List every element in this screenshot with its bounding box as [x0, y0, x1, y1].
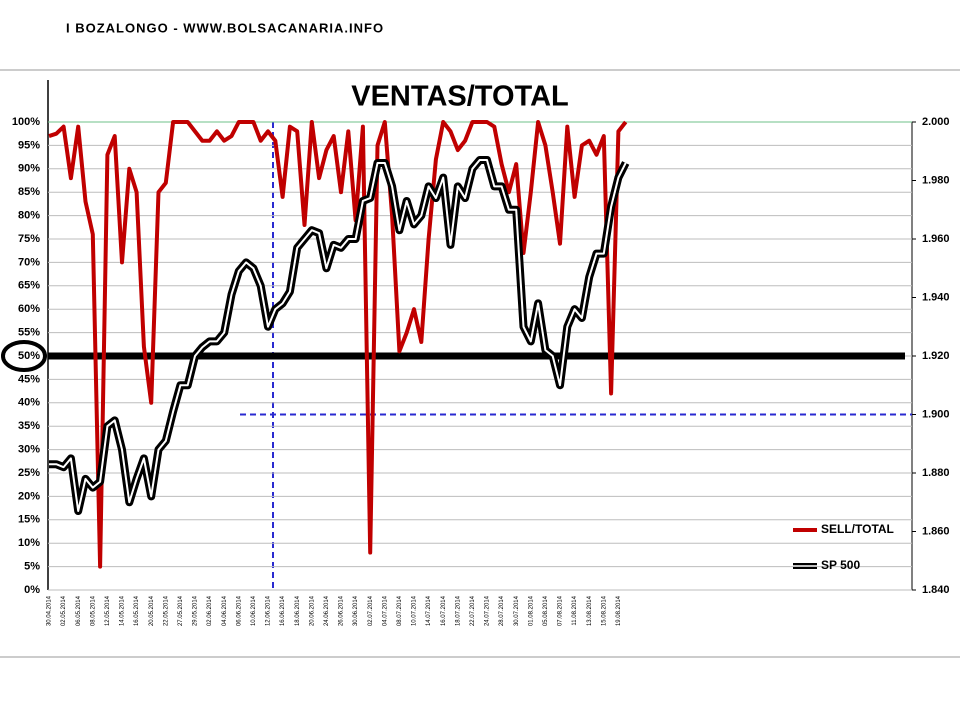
x-tick-label: 14.05.2014	[120, 595, 126, 626]
x-tick-label: 26.06.2014	[339, 595, 345, 626]
x-tick-label: 30.07.2014	[514, 595, 520, 626]
x-tick-label: 10.06.2014	[251, 595, 257, 626]
x-tick-label: 02.07.2014	[368, 595, 374, 626]
y-tick-label: 10%	[18, 537, 40, 549]
x-tick-label: 18.06.2014	[295, 595, 301, 626]
x-tick-label: 19.08.2014	[616, 595, 622, 626]
x-tick-label: 12.05.2014	[105, 595, 111, 626]
x-tick-label: 01.08.2014	[528, 595, 534, 626]
y-tick-label: 75%	[18, 233, 40, 245]
x-tick-label: 14.07.2014	[426, 595, 432, 626]
y-tick-label: 70%	[18, 256, 40, 268]
y2-tick-label: 1.920	[922, 350, 950, 362]
x-tick-label: 06.06.2014	[236, 595, 242, 626]
x-tick-label: 24.06.2014	[324, 595, 330, 626]
y2-tick-label: 1.900	[922, 408, 950, 420]
x-tick-label: 08.05.2014	[90, 595, 96, 626]
y-tick-label: 5%	[24, 561, 40, 573]
y2-tick-label: 1.840	[922, 584, 950, 596]
legend-label: SELL/TOTAL	[821, 522, 894, 536]
x-tick-label: 08.07.2014	[397, 595, 403, 626]
series-line	[49, 156, 630, 516]
x-tick-label: 12.06.2014	[266, 595, 272, 626]
x-tick-label: 16.05.2014	[134, 595, 140, 626]
y2-tick-label: 2.000	[922, 116, 950, 128]
x-tick-label: 16.07.2014	[441, 595, 447, 626]
y-tick-label: 95%	[18, 139, 40, 151]
x-tick-label: 13.08.2014	[587, 595, 593, 626]
x-tick-label: 05.08.2014	[543, 595, 549, 626]
x-tick-label: 20.05.2014	[149, 595, 155, 626]
x-tick-label: 02.05.2014	[61, 595, 67, 626]
x-tick-label: 27.05.2014	[178, 595, 184, 626]
x-tick-label: 22.07.2014	[470, 595, 476, 626]
x-tick-label: 15.08.2014	[601, 595, 607, 626]
x-tick-label: 02.06.2014	[207, 595, 213, 626]
x-tick-label: 29.05.2014	[193, 595, 199, 626]
y2-tick-label: 1.880	[922, 467, 950, 479]
y-tick-label: 100%	[12, 116, 40, 128]
y2-tick-label: 1.960	[922, 233, 950, 245]
x-tick-label: 16.06.2014	[280, 595, 286, 626]
x-tick-label: 06.05.2014	[76, 595, 82, 626]
y-tick-label: 30%	[18, 444, 40, 456]
page-header: I BOZALONGO - WWW.BOLSACANARIA.INFO	[66, 20, 384, 35]
chart-title: VENTAS/TOTAL	[351, 81, 569, 113]
y-tick-label: 85%	[18, 186, 40, 198]
y-tick-label: 50%	[18, 350, 40, 362]
y-tick-label: 40%	[18, 397, 40, 409]
x-tick-label: 24.07.2014	[485, 595, 491, 626]
y2-tick-label: 1.980	[922, 174, 950, 186]
y-tick-label: 35%	[18, 420, 40, 432]
legend-label: SP 500	[821, 558, 860, 572]
y2-tick-label: 1.860	[922, 525, 950, 537]
y2-tick-label: 1.940	[922, 291, 950, 303]
y-tick-label: 20%	[18, 490, 40, 502]
y-tick-label: 0%	[24, 584, 40, 596]
y-tick-label: 90%	[18, 163, 40, 175]
x-tick-label: 07.08.2014	[558, 595, 564, 626]
y-tick-label: 65%	[18, 280, 40, 292]
plot: 0% 5% 10% 15% 20% 25% 30% 35% 40% 45% 50% 55% 60% 65%…	[12, 116, 950, 626]
y-tick-label: 25%	[18, 467, 40, 479]
y-tick-label: 45%	[18, 373, 40, 385]
x-tick-label: 30.06.2014	[353, 595, 359, 626]
highlight-circle	[1, 340, 47, 372]
series-line	[48, 120, 628, 569]
x-tick-label: 30.04.2014	[47, 595, 53, 626]
y-tick-label: 60%	[18, 303, 40, 315]
x-tick-label: 11.08.2014	[572, 595, 578, 625]
series-line-inner	[49, 159, 627, 513]
y-tick-label: 80%	[18, 210, 40, 222]
y-tick-label: 15%	[18, 514, 40, 526]
x-tick-label: 04.07.2014	[382, 595, 388, 626]
x-tick-label: 18.07.2014	[455, 595, 461, 626]
y-tick-label: 55%	[18, 327, 40, 339]
x-tick-label: 04.06.2014	[222, 595, 228, 626]
x-tick-label: 22.05.2014	[163, 595, 169, 626]
x-tick-label: 20.06.2014	[309, 595, 315, 626]
x-tick-label: 28.07.2014	[499, 595, 505, 626]
x-tick-label: 10.07.2014	[412, 595, 418, 626]
